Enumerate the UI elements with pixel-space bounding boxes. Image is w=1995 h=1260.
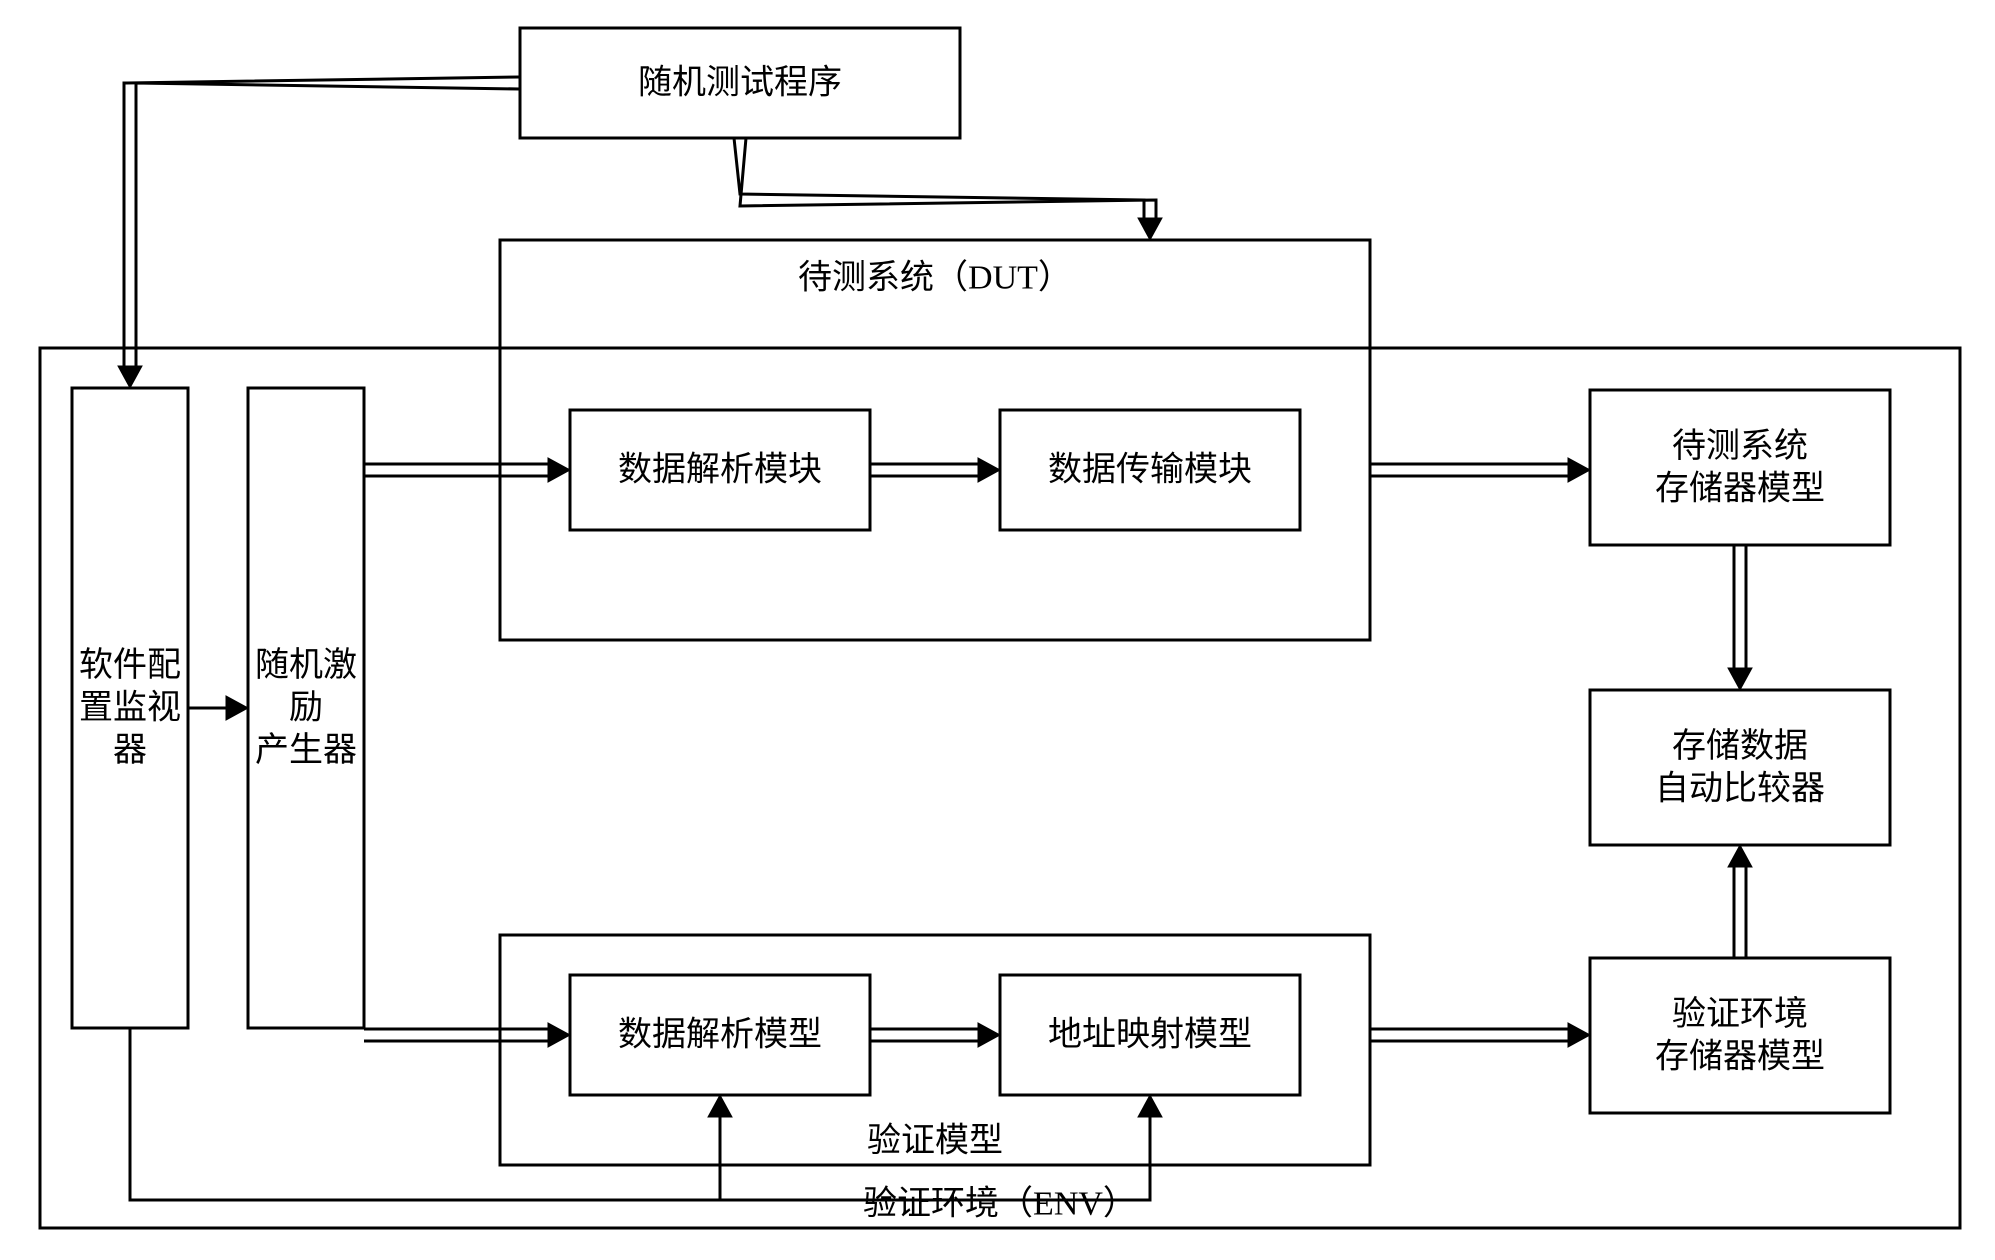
node-label-parse_mod: 数据解析模块	[618, 451, 822, 489]
arrow-head	[978, 1023, 1000, 1047]
edge-rand_test-to-dut	[740, 138, 1156, 218]
node-label-addr_model: 地址映射模型	[1048, 1016, 1252, 1054]
node-dut_mem	[1590, 390, 1890, 545]
node-label-comparator-0: 存储数据	[1672, 727, 1808, 765]
node-label-env_mem-1: 存储器模型	[1655, 1037, 1825, 1075]
container-label-vmodel: 验证模型	[867, 1122, 1003, 1160]
node-env_mem	[1590, 958, 1890, 1113]
arrow-head	[118, 366, 142, 388]
node-label-sw_monitor-0: 软件配	[79, 646, 181, 684]
arrow-head	[548, 458, 570, 482]
node-comparator	[1590, 690, 1890, 845]
edge-rand_test-to-sw_monitor	[136, 83, 520, 366]
node-label-trans_mod: 数据传输模块	[1048, 451, 1252, 489]
node-label-parse_model: 数据解析模型	[618, 1016, 822, 1054]
node-label-sw_monitor-1: 置监视	[79, 690, 181, 727]
node-label-dut_mem-0: 待测系统	[1672, 427, 1808, 465]
arrow-head	[978, 458, 1000, 482]
container-label-env: 验证环境（ENV）	[863, 1185, 1137, 1223]
node-label-stim_gen-1: 励	[289, 690, 323, 727]
arrow-head	[1568, 1023, 1590, 1047]
node-label-sw_monitor-2: 器	[113, 732, 147, 769]
arrow-head	[1138, 1095, 1162, 1117]
node-label-dut_mem-1: 存储器模型	[1655, 469, 1825, 507]
arrow-head	[1138, 218, 1162, 240]
arrow-head	[548, 1023, 570, 1047]
arrow-head	[708, 1095, 732, 1117]
edge-rand_test-to-sw_monitor	[124, 77, 520, 366]
arrow-head	[1728, 668, 1752, 690]
arrow-head	[1728, 845, 1752, 867]
node-label-rand_test: 随机测试程序	[638, 64, 842, 102]
arrow-head	[226, 696, 248, 720]
arrow-head	[1568, 458, 1590, 482]
node-label-comparator-1: 自动比较器	[1655, 769, 1825, 807]
node-label-env_mem-0: 验证环境	[1672, 995, 1808, 1033]
node-label-stim_gen-0: 随机激	[255, 646, 357, 684]
container-label-dut: 待测系统（DUT）	[798, 259, 1072, 297]
node-label-stim_gen-2: 产生器	[255, 731, 357, 769]
